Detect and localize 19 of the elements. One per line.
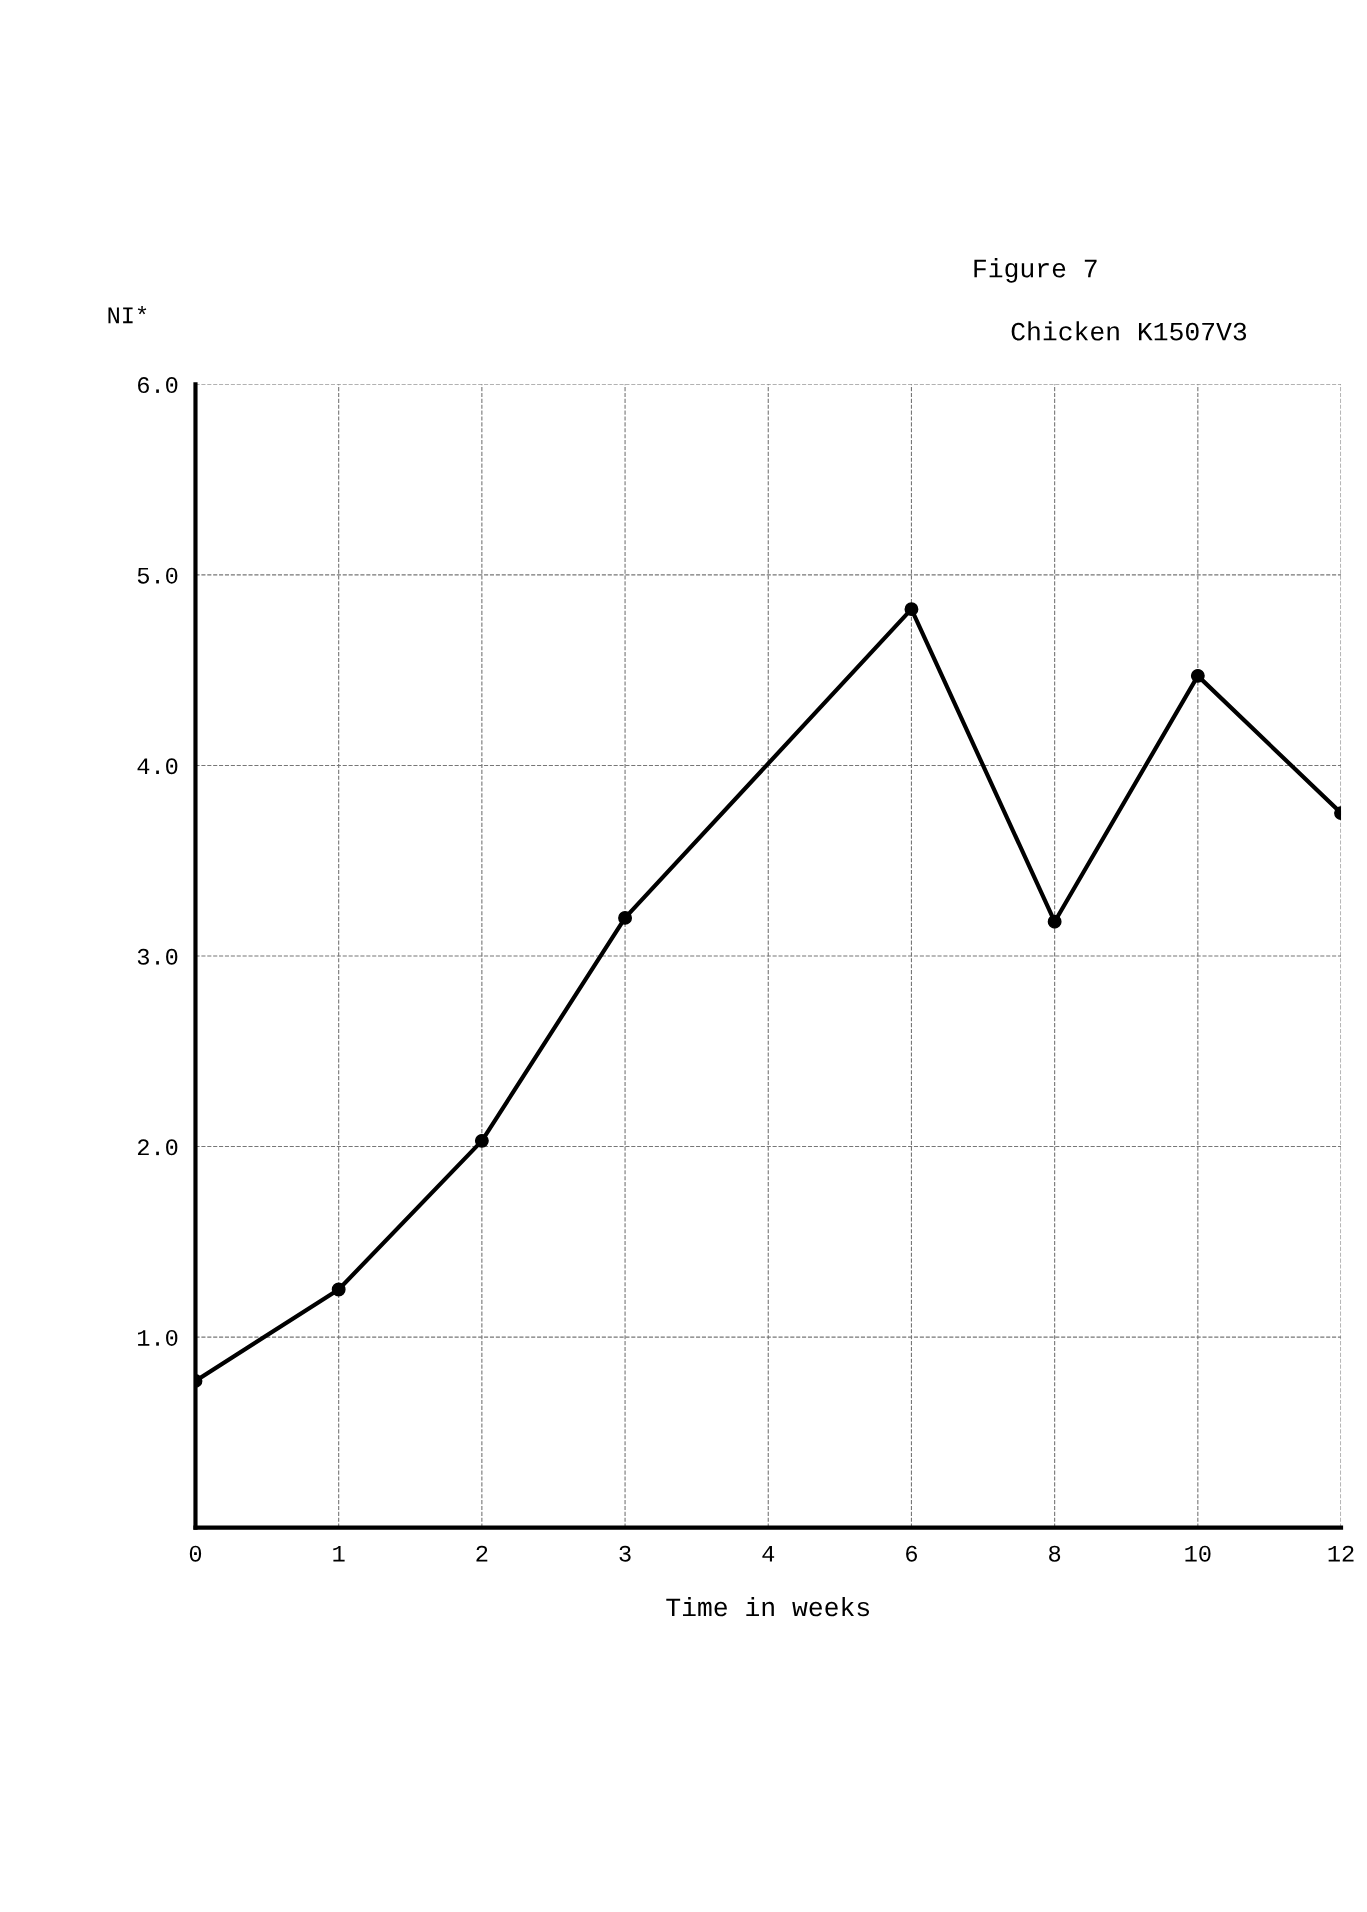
x-tick-label: 4 <box>762 1545 775 1562</box>
y-tick-label: 1.0 <box>138 1329 178 1346</box>
x-tick-label: 0 <box>189 1545 202 1562</box>
y-tick-label: 6.0 <box>138 377 178 394</box>
chart-subtitle: Chicken K1507V3 <box>1011 321 1247 341</box>
y-tick-label: 4.0 <box>137 758 178 775</box>
x-tick-label: 1 <box>333 1545 345 1562</box>
y-tick-label: 3.0 <box>137 948 178 965</box>
y-axis-title: NI* <box>108 306 147 324</box>
x-tick-label: 2 <box>476 1545 488 1562</box>
x-tick-label: 12 <box>1328 1545 1354 1562</box>
x-tick-label: 8 <box>1049 1545 1061 1562</box>
chart-title: Figure 7 <box>974 258 1097 283</box>
x-tick-label: 6 <box>906 1545 917 1562</box>
x-axis-title: Time in weeks <box>666 1596 869 1617</box>
y-tick-label: 2.0 <box>137 1139 178 1156</box>
x-tick-label: 3 <box>619 1545 631 1562</box>
y-tick-label: 5.0 <box>137 567 178 584</box>
x-tick-label: 10 <box>1185 1545 1211 1562</box>
